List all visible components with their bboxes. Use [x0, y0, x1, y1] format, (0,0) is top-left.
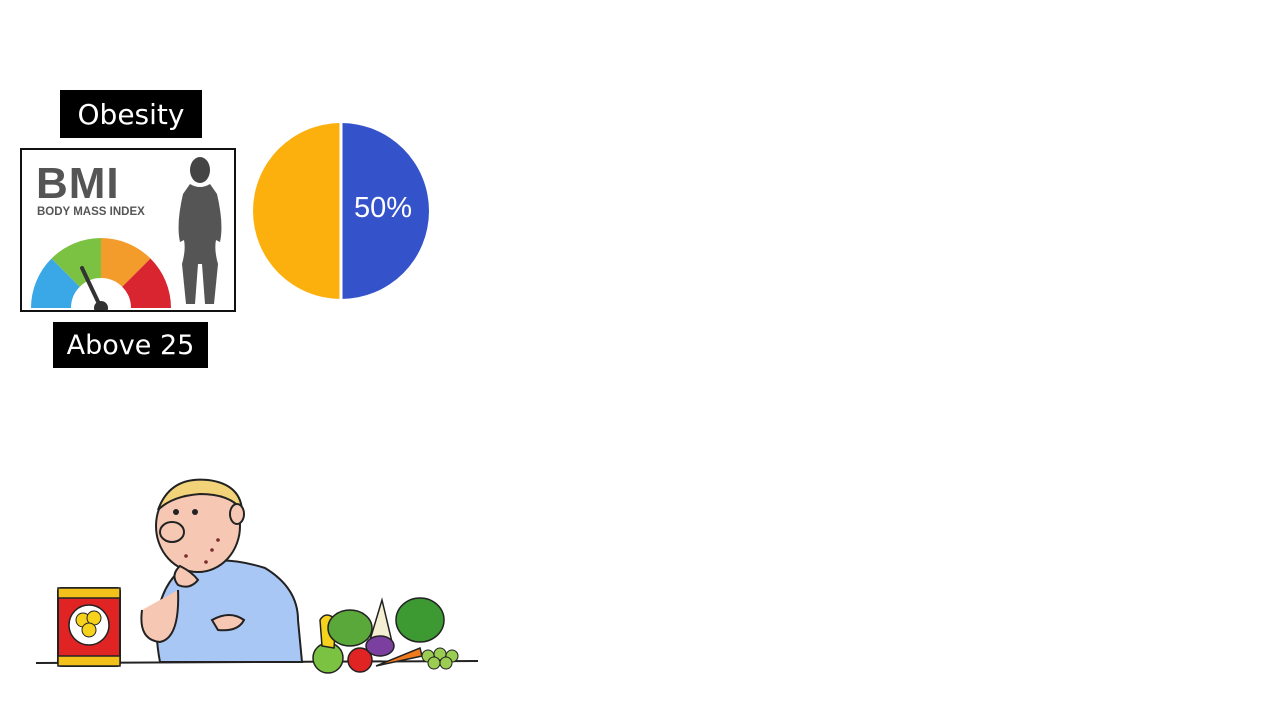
pie-chart	[252, 122, 430, 300]
gauge-segment-normal	[51, 238, 101, 287]
pie-slice-rest	[253, 123, 341, 299]
bmi-chart-image: BMI BODY MASS INDEX	[20, 148, 236, 312]
man-food-choice-illustration	[35, 478, 479, 674]
pie-slice-highlight	[341, 123, 429, 299]
gauge-segment-underweight	[31, 258, 80, 308]
bmi-subtitle: BODY MASS INDEX	[37, 206, 145, 218]
pie-percent-label: 50%	[353, 192, 413, 224]
gauge-segment-overweight	[101, 238, 151, 287]
gauge-segment-obese	[122, 258, 171, 308]
man-icon	[140, 478, 304, 663]
gauge-needle	[80, 266, 103, 310]
bmi-threshold-label: Above 25	[53, 322, 208, 368]
bmi-gauge	[31, 238, 171, 310]
female-silhouette-icon	[178, 157, 222, 304]
vegetables-icon	[312, 597, 459, 674]
bmi-title: BMI	[36, 159, 120, 208]
obesity-label: Obesity	[60, 90, 202, 138]
chips-bag-icon	[57, 587, 121, 667]
